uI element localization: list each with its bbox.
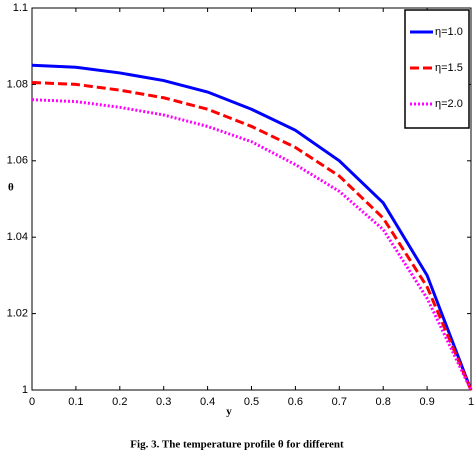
x-tick-label: 0.5 <box>244 396 259 408</box>
x-tick-label: 0.3 <box>156 396 171 408</box>
y-tick-label: 1.08 <box>7 78 28 90</box>
x-tick-label: 0.4 <box>200 396 215 408</box>
series-line <box>31 80 473 391</box>
series-line <box>31 98 473 391</box>
x-tick-label: 0 <box>29 396 35 408</box>
x-tick-label: 0.8 <box>376 396 391 408</box>
x-tick-label: 0.2 <box>112 396 127 408</box>
y-axis-label: θ <box>8 182 14 194</box>
y-tick-label: 1.1 <box>13 2 28 14</box>
x-tick-label: 0.6 <box>288 396 303 408</box>
legend-label: η=1.0 <box>435 26 463 38</box>
x-tick-label: 0.7 <box>332 396 347 408</box>
x-axis-label: y <box>226 406 232 418</box>
y-tick-label: 1.06 <box>7 155 28 167</box>
y-tick-label: 1.02 <box>7 308 28 320</box>
y-tick-label: 1 <box>22 384 28 396</box>
x-tick-label: 1 <box>468 396 474 408</box>
x-tick-label: 0.1 <box>68 396 83 408</box>
legend-label: η=1.5 <box>435 62 463 74</box>
x-tick-label: 0.9 <box>419 396 434 408</box>
legend-label: η=2.0 <box>435 98 463 110</box>
y-tick-label: 1.04 <box>7 231 28 243</box>
caption: Fig. 3. The temperature profile θ for di… <box>130 439 344 451</box>
series-line <box>31 63 473 391</box>
